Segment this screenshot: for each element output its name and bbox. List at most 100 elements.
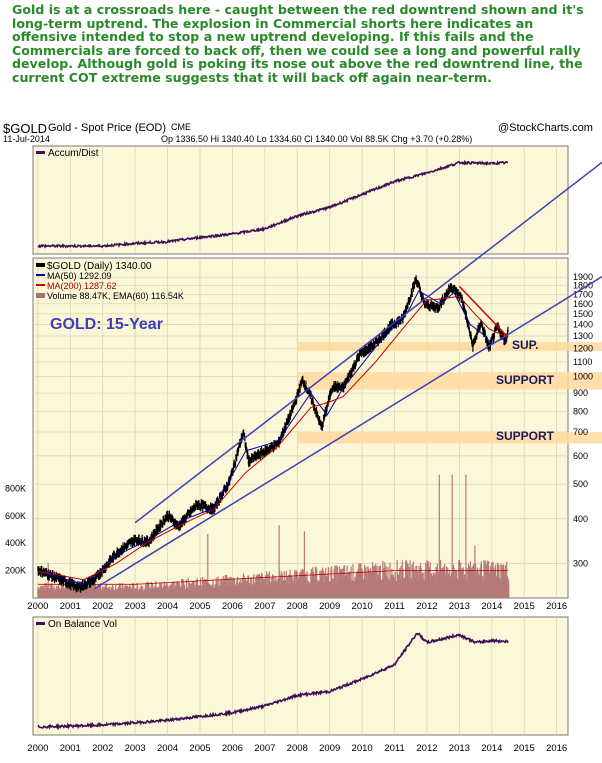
y-tick-label: 1900 <box>573 272 593 282</box>
legend-swatch-ma200 <box>36 284 45 286</box>
y-tick-label: 300 <box>573 558 588 568</box>
legend-swatch-volume <box>36 293 45 298</box>
price-legend: $GOLD (Daily) 1340.00 MA(50) 1292.09 MA(… <box>36 261 184 301</box>
support-bands <box>297 342 602 444</box>
obv-panel <box>32 616 569 736</box>
legend-swatch-gold <box>36 263 45 267</box>
source-credit: @StockCharts.com <box>498 122 593 134</box>
x-tick-label: 2001 <box>60 743 81 754</box>
ma200-line <box>37 295 509 581</box>
support-label-sup: SUP. <box>512 338 538 352</box>
x-tick-label: 2014 <box>481 743 502 754</box>
quote-row: 11-Jul-2014 Op 1336.50 Hi 1340.40 Lo 133… <box>3 134 599 146</box>
x-tick-label: 2007 <box>254 743 275 754</box>
x-tick-label: 2003 <box>125 743 146 754</box>
channel-line <box>134 161 602 524</box>
y-tick-label: 1400 <box>573 320 593 330</box>
legend-volume: Volume 88.47K, EMA(60) 116.54K <box>47 291 184 301</box>
chart-subtitle: GOLD: 15-Year <box>50 316 163 333</box>
x-tick-label: 2007 <box>254 601 275 612</box>
legend-swatch-ma50 <box>36 274 45 276</box>
axis-ticks: 2000 2000 2001 2001 2002 2002 2003 2003 2004 2004… <box>5 272 593 754</box>
y-tick-label: 800 <box>573 406 588 416</box>
quote-date: 11-Jul-2014 <box>3 134 50 144</box>
x-tick-label: 2002 <box>92 743 113 754</box>
y-tick-label: 900 <box>573 388 588 398</box>
volume-bars <box>37 474 510 598</box>
y-tick-label: 1200 <box>573 343 593 353</box>
y-tick-label: 1000 <box>573 372 593 382</box>
x-tick-label: 2008 <box>287 601 308 612</box>
instrument-name: Gold - Spot Price (EOD) <box>48 122 166 134</box>
x-tick-label: 2004 <box>157 601 178 612</box>
quote-values: Op 1336.50 Hi 1340.40 Lo 1334.60 Cl 1340… <box>161 134 473 144</box>
x-tick-label: 2009 <box>319 743 340 754</box>
y-tick-label: 600 <box>573 451 588 461</box>
x-tick-label: 2013 <box>449 601 470 612</box>
x-tick-label: 2004 <box>157 743 178 754</box>
volume-tick-label: 200K <box>5 566 26 576</box>
volume-tick-label: 600K <box>5 511 26 521</box>
x-tick-label: 2010 <box>352 601 373 612</box>
y-tick-label: 1300 <box>573 331 593 341</box>
legend-gold: $GOLD (Daily) 1340.00 <box>47 261 152 272</box>
legend-ma200: MA(200) 1287.62 <box>47 281 117 291</box>
x-tick-label: 2016 <box>546 601 567 612</box>
volume-tick-label: 800K <box>5 483 26 493</box>
x-tick-label: 2000 <box>27 743 48 754</box>
obv-legend-swatch <box>36 622 45 625</box>
support-band <box>297 432 602 444</box>
x-tick-label: 2016 <box>546 743 567 754</box>
support-label-1: SUPPORT <box>496 373 555 387</box>
x-tick-label: 2011 <box>384 601 404 612</box>
accum-dist-line <box>37 159 508 249</box>
x-tick-label: 2015 <box>514 601 535 612</box>
x-tick-label: 2013 <box>449 743 470 754</box>
price-panel <box>32 257 569 599</box>
volume-bar-series <box>37 474 510 598</box>
x-tick-label: 2005 <box>189 601 210 612</box>
x-tick-label: 2015 <box>514 743 535 754</box>
support-band <box>297 342 602 352</box>
legend-ma50: MA(50) 1292.09 <box>47 271 112 281</box>
y-tick-label: 400 <box>573 514 588 524</box>
x-tick-label: 2000 <box>27 601 48 612</box>
support-band <box>297 372 602 390</box>
x-tick-label: 2010 <box>352 743 373 754</box>
volume-tick-label: 400K <box>5 538 26 548</box>
chart-header: $GOLD Gold - Spot Price (EOD) CME @Stock… <box>3 121 599 136</box>
y-tick-label: 1800 <box>573 281 593 291</box>
x-tick-label: 2014 <box>481 601 502 612</box>
obv-label: On Balance Vol <box>48 619 117 630</box>
volume-ema-line <box>37 570 509 585</box>
y-tick-label: 700 <box>573 427 588 437</box>
y-tick-label: 1600 <box>573 299 593 309</box>
commentary-text: Gold is at a crossroads here - caught be… <box>12 2 584 85</box>
y-tick-label: 1700 <box>573 289 593 299</box>
red-downtrend-line <box>458 285 509 338</box>
x-tick-label: 2012 <box>416 743 437 754</box>
accum-dist-label: Accum/Dist <box>48 148 99 159</box>
x-tick-label: 2011 <box>384 743 404 754</box>
obv-line <box>37 632 509 731</box>
x-tick-label: 2002 <box>92 601 113 612</box>
x-tick-label: 2005 <box>189 743 210 754</box>
series-lines <box>37 159 509 731</box>
x-tick-label: 2003 <box>125 601 146 612</box>
x-tick-label: 2001 <box>60 601 81 612</box>
y-tick-label: 1500 <box>573 309 593 319</box>
y-tick-label: 500 <box>573 479 588 489</box>
exchange: CME <box>171 122 191 132</box>
y-tick-label: 1100 <box>573 357 592 367</box>
ma50-line <box>37 290 509 585</box>
x-tick-label: 2012 <box>416 601 437 612</box>
x-tick-label: 2006 <box>222 601 243 612</box>
uptrend-line <box>94 276 602 590</box>
accum-dist-legend-swatch <box>36 151 45 154</box>
x-tick-label: 2006 <box>222 743 243 754</box>
symbol: $GOLD <box>3 121 48 136</box>
x-tick-label: 2008 <box>287 743 308 754</box>
x-tick-label: 2009 <box>319 601 340 612</box>
support-label-2: SUPPORT <box>496 429 555 443</box>
